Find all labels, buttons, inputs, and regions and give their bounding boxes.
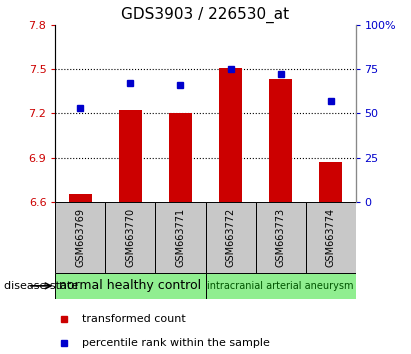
- Bar: [106, 202, 155, 273]
- Bar: [169, 113, 192, 202]
- Text: GSM663769: GSM663769: [76, 208, 85, 267]
- Bar: [55, 202, 106, 273]
- Bar: [69, 194, 92, 202]
- Bar: [256, 202, 305, 273]
- Text: GSM663770: GSM663770: [125, 207, 136, 267]
- Bar: [206, 202, 256, 273]
- Bar: [269, 79, 292, 202]
- Title: GDS3903 / 226530_at: GDS3903 / 226530_at: [121, 7, 290, 23]
- Bar: [219, 68, 242, 202]
- Bar: [206, 273, 356, 299]
- Bar: [119, 110, 142, 202]
- Text: normal healthy control: normal healthy control: [60, 279, 201, 292]
- Bar: [155, 202, 206, 273]
- Text: transformed count: transformed count: [83, 314, 186, 324]
- Text: GSM663774: GSM663774: [326, 207, 335, 267]
- Text: GSM663773: GSM663773: [275, 207, 286, 267]
- Bar: [55, 273, 206, 299]
- Text: GSM663771: GSM663771: [175, 207, 185, 267]
- Bar: [305, 202, 356, 273]
- Text: percentile rank within the sample: percentile rank within the sample: [83, 338, 270, 348]
- Text: intracranial arterial aneurysm: intracranial arterial aneurysm: [207, 281, 354, 291]
- Text: GSM663772: GSM663772: [226, 207, 236, 267]
- Text: disease state: disease state: [4, 281, 78, 291]
- Bar: [319, 162, 342, 202]
